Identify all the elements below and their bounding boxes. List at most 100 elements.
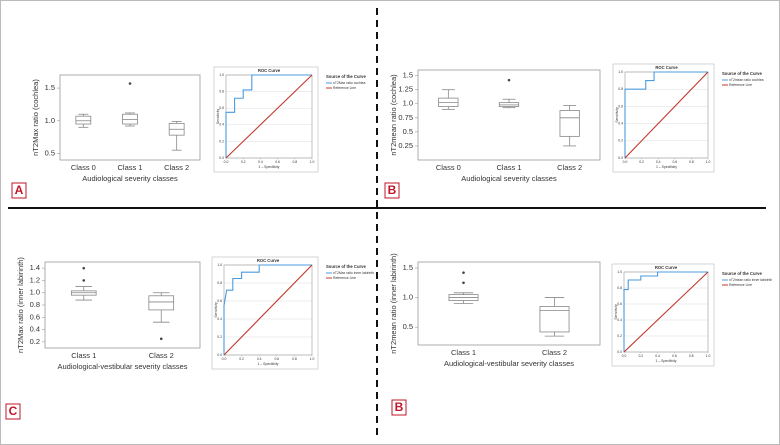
legend-label: Reference Line	[729, 283, 752, 287]
x-tick-label: 0.4	[258, 160, 263, 164]
outlier	[462, 271, 465, 274]
y-tick-label: 0.6	[618, 104, 623, 108]
x-tick-label: 0.0	[224, 160, 229, 164]
panel-label-box	[384, 182, 400, 199]
x-axis-label: Audiological severity classes	[82, 174, 178, 183]
x-tick-label: Class 0	[436, 163, 461, 172]
outlier	[507, 78, 511, 82]
y-tick-label: 0.8	[618, 87, 623, 91]
x-tick-label: 0.4	[655, 354, 660, 358]
y-tick-label: 1.0	[30, 288, 40, 297]
panel-label-box	[11, 182, 27, 199]
x-tick-label: 0.8	[689, 354, 694, 358]
roc-line	[223, 264, 313, 356]
x-tick-label: 0.0	[623, 160, 628, 164]
y-axis-label: Sensitivity	[615, 107, 619, 123]
x-tick-label: Class 2	[542, 348, 567, 357]
panel-label: B	[395, 400, 404, 414]
panel-label: C	[9, 404, 18, 418]
x-tick-label: 0.2	[239, 357, 244, 361]
y-tick-label: 1.0	[403, 293, 413, 302]
x-tick-label: Class 1	[71, 351, 96, 360]
x-tick-label: Class 1	[451, 348, 476, 357]
y-tick-label: 1.5	[403, 263, 413, 272]
y-tick-label: 0.2	[219, 139, 224, 143]
y-tick-label: 0.5	[403, 127, 413, 136]
x-axis-label: Audiological severity classes	[461, 174, 557, 183]
y-tick-label: 0.8	[617, 286, 622, 290]
x-tick-label: 0.4	[656, 160, 661, 164]
y-tick-label: 0.4	[617, 318, 622, 322]
y-tick-label: 0.6	[219, 106, 224, 110]
y-tick-label: 0.2	[618, 139, 623, 143]
legend-title: Source of the Curve	[326, 74, 366, 79]
y-tick-label: 1.5	[45, 83, 55, 92]
x-axis-label: 1 – Specificity	[656, 165, 677, 169]
y-tick-label: 0.4	[219, 123, 224, 127]
roc-line	[624, 71, 708, 158]
y-tick-label: 0.4	[30, 325, 40, 334]
roc-title: ROC Curve	[655, 265, 678, 270]
x-tick-label: 0.6	[672, 160, 677, 164]
outlier	[462, 281, 465, 285]
box	[75, 115, 92, 125]
x-tick-label: 0.8	[292, 357, 297, 361]
x-tick-label: Class 1	[496, 163, 521, 172]
legend-label: nT2Max ratio cochlea	[333, 81, 366, 85]
legend-label: Reference Line	[333, 86, 356, 90]
x-tick-label: 1.0	[706, 160, 711, 164]
y-tick-label: 0.6	[617, 302, 622, 306]
y-tick-label: 0.2	[617, 334, 622, 338]
roc-title: ROC Curve	[258, 68, 281, 73]
y-tick-label: 1.0	[45, 116, 55, 125]
x-tick-label: 0.2	[638, 354, 643, 358]
outlier	[82, 266, 86, 270]
roc-line	[225, 74, 313, 159]
y-tick-label: 0.0	[217, 353, 222, 357]
panel-label-box	[391, 399, 407, 416]
y-tick-label: 1.0	[617, 270, 622, 274]
x-tick-label: 0.6	[275, 160, 280, 164]
x-tick-label: 0.0	[622, 354, 627, 358]
x-axis-label: 1 – Specificity	[258, 362, 279, 366]
plot-frame	[417, 261, 601, 346]
legend-title: Source of the Curve	[722, 71, 762, 76]
legend-label: Reference Line	[729, 83, 752, 87]
x-tick-label: Class 1	[117, 163, 142, 172]
y-tick-label: 0.8	[217, 281, 222, 285]
roc-line	[623, 271, 709, 353]
panel-label-box	[5, 403, 21, 420]
x-tick-label: 1.0	[310, 357, 315, 361]
y-tick-label: 0.6	[30, 312, 40, 321]
x-tick-label: Class 2	[557, 163, 582, 172]
y-tick-label: 1.2	[30, 275, 40, 284]
legend-label: nT2mean ratio inner labirinth	[729, 278, 772, 282]
y-tick-label: 1.0	[219, 73, 224, 77]
y-axis-label: nT2mean ratio (inner labirinth)	[389, 253, 398, 354]
x-tick-label: 0.8	[292, 160, 297, 164]
y-axis-label: nT2mean ratio (cochlea)	[389, 74, 398, 156]
outlier	[82, 279, 86, 282]
roc-line	[225, 74, 312, 158]
x-tick-label: 1.0	[310, 160, 315, 164]
y-tick-label: 0.75	[398, 113, 413, 122]
x-tick-label: 0.0	[222, 357, 227, 361]
y-tick-label: 0.2	[30, 337, 40, 346]
y-tick-label: 0.5	[45, 148, 55, 157]
x-tick-label: 0.6	[274, 357, 279, 361]
x-tick-label: Class 2	[164, 163, 189, 172]
x-tick-label: 0.8	[689, 160, 694, 164]
y-tick-label: 1.5	[403, 71, 413, 80]
box	[148, 295, 175, 311]
roc-title: ROC Curve	[257, 258, 280, 263]
plot-frame	[59, 74, 201, 161]
legend-label: nT2mean ratio cochlea	[729, 78, 764, 82]
y-tick-label: 0.2	[217, 335, 222, 339]
x-tick-label: 1.0	[706, 354, 711, 358]
x-axis-label: 1 – Specificity	[656, 359, 677, 363]
x-axis-label: 1 – Specificity	[259, 165, 280, 169]
y-axis-label: Sensitivity	[214, 302, 218, 318]
y-tick-label: 0.6	[217, 299, 222, 303]
plot-frame	[417, 69, 601, 161]
